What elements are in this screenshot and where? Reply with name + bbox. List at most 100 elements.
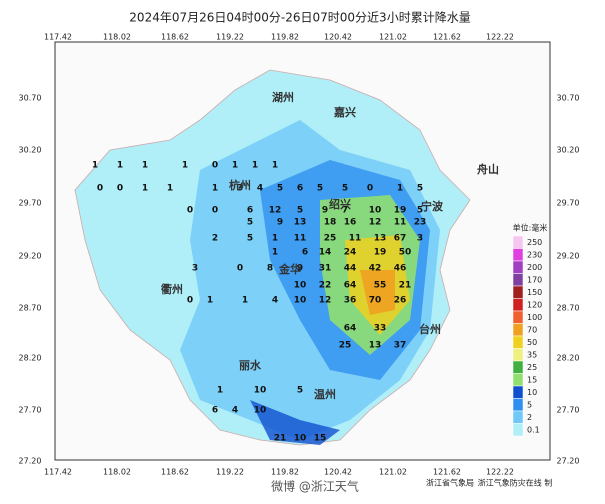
station-value: 31	[319, 264, 332, 274]
station-value: 5	[342, 184, 348, 194]
lat-label-right: 27.20	[557, 457, 580, 466]
station-value: 1	[92, 161, 98, 171]
legend-swatch	[512, 260, 524, 274]
lon-label-bottom: 118.02	[103, 468, 131, 477]
station-value: 64	[344, 281, 357, 291]
legend-label: 120	[527, 300, 542, 309]
legend-label: 230	[527, 250, 542, 259]
lat-label-right: 29.20	[557, 252, 580, 261]
station-value: 19	[374, 248, 387, 258]
station-value: 13	[369, 341, 382, 351]
legend-label: 2	[527, 413, 532, 422]
lon-label-bottom: 120.42	[324, 468, 352, 477]
station-value: 0	[367, 184, 373, 194]
lat-label-right: 28.20	[557, 354, 580, 363]
station-value: 1	[117, 161, 123, 171]
lon-label-top: 119.82	[271, 33, 299, 42]
lon-label-top: 117.42	[44, 33, 72, 42]
station-value: 37	[394, 341, 407, 351]
station-value: 67	[394, 234, 407, 244]
station-value: 5	[417, 184, 423, 194]
station-value: 1	[232, 161, 238, 171]
city-label: 绍兴	[329, 197, 351, 211]
station-value: 15	[314, 434, 327, 444]
lon-label-bottom: 121.62	[433, 468, 461, 477]
city-label: 衢州	[161, 282, 183, 296]
station-value: 21	[274, 434, 287, 444]
station-value: 16	[344, 218, 357, 228]
credit: 浙江省气象局	[426, 478, 474, 488]
legend-swatch	[512, 298, 524, 312]
lat-label-right: 30.70	[557, 94, 580, 103]
station-value: 19	[394, 206, 407, 216]
station-value: 3	[192, 264, 198, 274]
station-value: 10	[294, 281, 307, 291]
station-value: 24	[344, 248, 357, 258]
station-value: 6	[247, 206, 253, 216]
station-value: 6	[212, 406, 218, 416]
legend-swatch	[512, 235, 524, 249]
station-value: 44	[344, 264, 357, 274]
station-value: 5	[247, 234, 253, 244]
station-value: 42	[369, 264, 382, 274]
station-value: 5	[317, 184, 323, 194]
station-value: 10	[369, 206, 382, 216]
lon-label-top: 121.02	[379, 33, 407, 42]
station-value: 55	[374, 281, 387, 291]
station-value: 9	[297, 264, 303, 274]
legend-label: 70	[527, 325, 537, 334]
legend-swatch	[512, 335, 524, 349]
lat-label-left: 27.70	[19, 406, 42, 415]
station-value: 0	[187, 296, 193, 306]
legend-swatch	[512, 385, 524, 399]
station-value: 14	[319, 248, 332, 258]
legend-swatch	[512, 348, 524, 362]
station-value: 0	[117, 184, 123, 194]
station-value: 10	[254, 406, 267, 416]
station-value: 13	[374, 234, 387, 244]
legend-label: 0.1	[527, 425, 540, 434]
legend-label: 170	[527, 275, 542, 284]
station-value: 3	[237, 184, 243, 194]
station-value: 0	[212, 161, 218, 171]
station-value: 21	[399, 281, 412, 291]
station-value: 4	[232, 406, 238, 416]
station-value: 10	[294, 296, 307, 306]
legend-swatch	[512, 423, 524, 437]
map-title: 2024年07月26日04时00分-26日07时00分近3小时累计降水量	[129, 11, 470, 25]
lon-label-top: 118.02	[103, 33, 131, 42]
station-value: 2	[212, 234, 218, 244]
station-value: 1	[242, 296, 248, 306]
station-value: 1	[182, 161, 188, 171]
lat-label-left: 29.70	[19, 199, 42, 208]
station-value: 9	[322, 206, 328, 216]
station-value: 64	[344, 324, 357, 334]
station-value: 12	[319, 296, 332, 306]
station-value: 4	[272, 296, 278, 306]
station-value: 50	[399, 248, 412, 258]
station-value: 0	[237, 264, 243, 274]
station-value: 5	[297, 386, 303, 396]
legend-swatch	[512, 410, 524, 424]
lon-label-bottom: 119.82	[271, 468, 299, 477]
station-value: 36	[344, 296, 357, 306]
station-value: 22	[319, 281, 332, 291]
lat-label-right: 30.20	[557, 146, 580, 155]
station-value: 1	[272, 248, 278, 258]
legend-swatch	[512, 323, 524, 337]
station-value: 11	[349, 234, 362, 244]
legend-swatch	[512, 248, 524, 262]
station-value: 1	[272, 161, 278, 171]
lat-label-left: 30.20	[19, 146, 42, 155]
station-value: 1	[252, 161, 258, 171]
lon-label-top: 118.62	[161, 33, 189, 42]
lon-label-top: 122.22	[486, 33, 514, 42]
station-value: 5	[247, 218, 253, 228]
legend-label: 5	[527, 400, 532, 409]
station-value: 4	[257, 184, 263, 194]
legend-swatch	[512, 310, 524, 324]
legend-label: 35	[527, 350, 537, 359]
lon-label-bottom: 122.22	[486, 468, 514, 477]
station-value: 6	[297, 184, 303, 194]
